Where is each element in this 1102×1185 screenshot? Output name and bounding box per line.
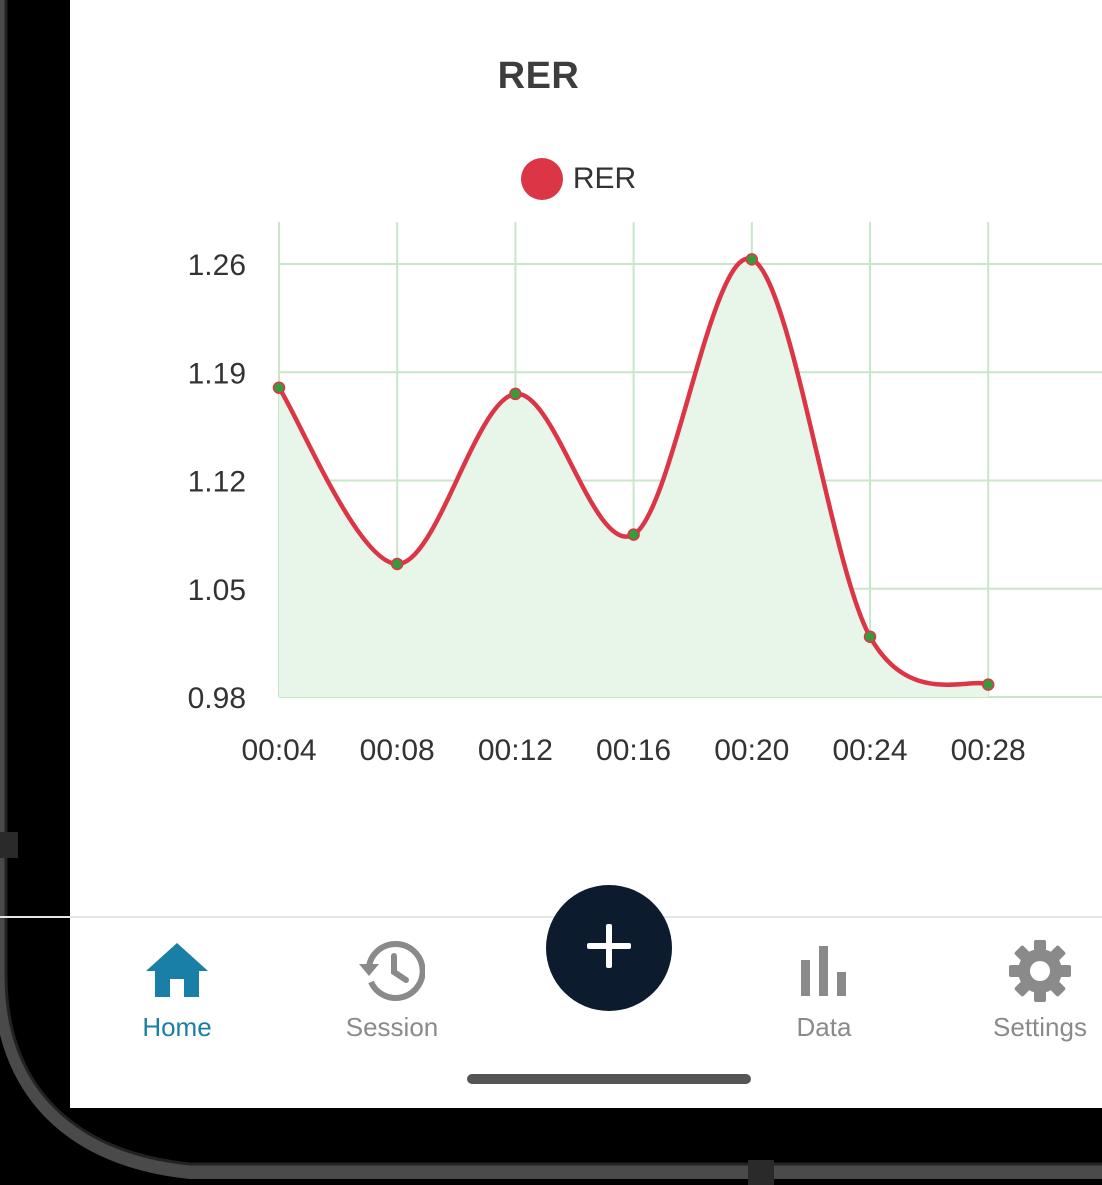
data-point[interactable] — [272, 381, 286, 394]
bar-chart-icon — [791, 938, 857, 1004]
data-point[interactable] — [863, 630, 877, 643]
y-axis-ticks: 1.26 1.19 1.12 1.05 0.98 — [188, 249, 246, 715]
x-axis-ticks: 00:04 00:08 00:12 00:16 00:20 00:24 00:28 — [241, 734, 1025, 767]
history-icon — [359, 938, 425, 1004]
x-tick-label: 00:08 — [360, 734, 435, 767]
chart-title: RER — [497, 55, 580, 97]
y-tick-label: 1.26 — [188, 249, 246, 282]
data-point[interactable] — [627, 528, 640, 541]
y-tick-label: 1.05 — [188, 574, 246, 607]
tab-settings[interactable]: Settings — [950, 938, 1102, 1043]
tab-session-label: Session — [345, 1012, 439, 1042]
x-tick-label: 00:24 — [832, 734, 907, 767]
tab-home-label: Home — [142, 1012, 212, 1042]
data-point[interactable] — [509, 387, 522, 401]
home-indicator — [467, 1074, 751, 1084]
data-point[interactable] — [390, 557, 404, 571]
tab-settings-label: Settings — [993, 1012, 1087, 1042]
x-tick-label: 00:16 — [596, 734, 671, 767]
chart-legend[interactable]: RER — [0, 158, 1102, 200]
chart-points — [272, 253, 995, 691]
x-tick-label: 00:12 — [478, 734, 553, 767]
y-tick-label: 0.98 — [188, 682, 246, 715]
tab-data-label: Data — [796, 1012, 852, 1042]
add-button[interactable] — [546, 885, 672, 1011]
data-point[interactable] — [981, 678, 995, 691]
x-tick-label: 00:28 — [951, 734, 1026, 767]
y-tick-label: 1.19 — [188, 357, 246, 390]
x-tick-label: 00:04 — [241, 734, 316, 767]
legend-swatch — [520, 158, 563, 200]
tab-session[interactable]: Session — [302, 938, 482, 1043]
data-point[interactable] — [745, 253, 759, 266]
gear-icon — [1007, 938, 1073, 1004]
series-area — [279, 258, 989, 697]
tab-home[interactable]: Home — [87, 938, 267, 1043]
tab-data[interactable]: Data — [734, 938, 914, 1043]
legend-label: RER — [572, 162, 637, 195]
home-icon — [144, 938, 210, 1004]
plus-icon — [584, 921, 634, 976]
bottom-tab-bar: Home Session Data — [0, 916, 1102, 1118]
y-tick-label: 1.12 — [188, 466, 246, 499]
rer-chart: 1.26 1.19 1.12 1.05 0.98 00:04 00:08 00:12 00:1… — [188, 222, 1102, 767]
x-tick-label: 00:20 — [714, 734, 789, 767]
